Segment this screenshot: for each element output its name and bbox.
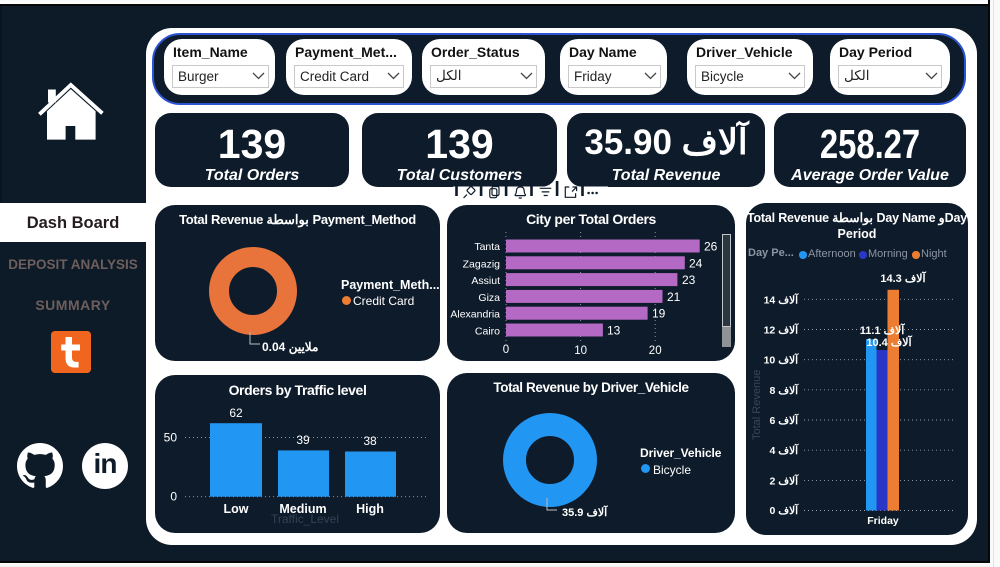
svg-text:21: 21 xyxy=(667,290,681,304)
svg-text:14.3 آلاف: 14.3 آلاف xyxy=(880,271,926,285)
svg-text:39: 39 xyxy=(296,433,310,447)
svg-text:4 آلاف: 4 آلاف xyxy=(769,443,799,457)
svg-text:Medium: Medium xyxy=(279,502,326,516)
svg-text:26: 26 xyxy=(704,240,718,254)
svg-text:50: 50 xyxy=(164,430,178,444)
svg-text:10: 10 xyxy=(574,345,587,357)
svg-text:Low: Low xyxy=(224,502,249,516)
svg-text:0: 0 xyxy=(503,344,509,356)
svg-text:10 آلاف: 10 آلاف xyxy=(764,353,799,367)
svg-text:6 آلاف: 6 آلاف xyxy=(769,413,799,427)
svg-text:62: 62 xyxy=(229,406,243,420)
svg-text:Tanta: Tanta xyxy=(474,241,500,253)
svg-text:Cairo: Cairo xyxy=(475,326,500,338)
svg-text:13: 13 xyxy=(607,324,621,338)
svg-text:12 آلاف: 12 آلاف xyxy=(764,323,799,337)
svg-text:8 آلاف: 8 آلاف xyxy=(769,383,799,397)
svg-text:Zagazig: Zagazig xyxy=(463,258,501,270)
svg-text:Friday: Friday xyxy=(867,515,899,527)
svg-text:38: 38 xyxy=(363,434,377,448)
svg-text:Alexandria: Alexandria xyxy=(450,309,500,321)
svg-text:Traffic_Level: Traffic_Level xyxy=(271,512,339,526)
svg-text:23: 23 xyxy=(682,273,696,287)
svg-text:Giza: Giza xyxy=(478,292,500,304)
svg-text:Assiut: Assiut xyxy=(471,275,500,287)
svg-text:10.4 آلاف: 10.4 آلاف xyxy=(866,335,912,349)
svg-text:2 آلاف: 2 آلاف xyxy=(769,473,799,487)
svg-text:0: 0 xyxy=(170,490,177,504)
svg-text:0 آلاف: 0 آلاف xyxy=(769,503,799,517)
svg-text:20: 20 xyxy=(649,345,662,357)
svg-text:24: 24 xyxy=(689,256,703,270)
svg-text:19: 19 xyxy=(652,307,666,321)
svg-text:14 آلاف: 14 آلاف xyxy=(764,292,799,306)
svg-text:High: High xyxy=(356,502,384,516)
svg-text:11.1 آلاف: 11.1 آلاف xyxy=(860,323,906,337)
